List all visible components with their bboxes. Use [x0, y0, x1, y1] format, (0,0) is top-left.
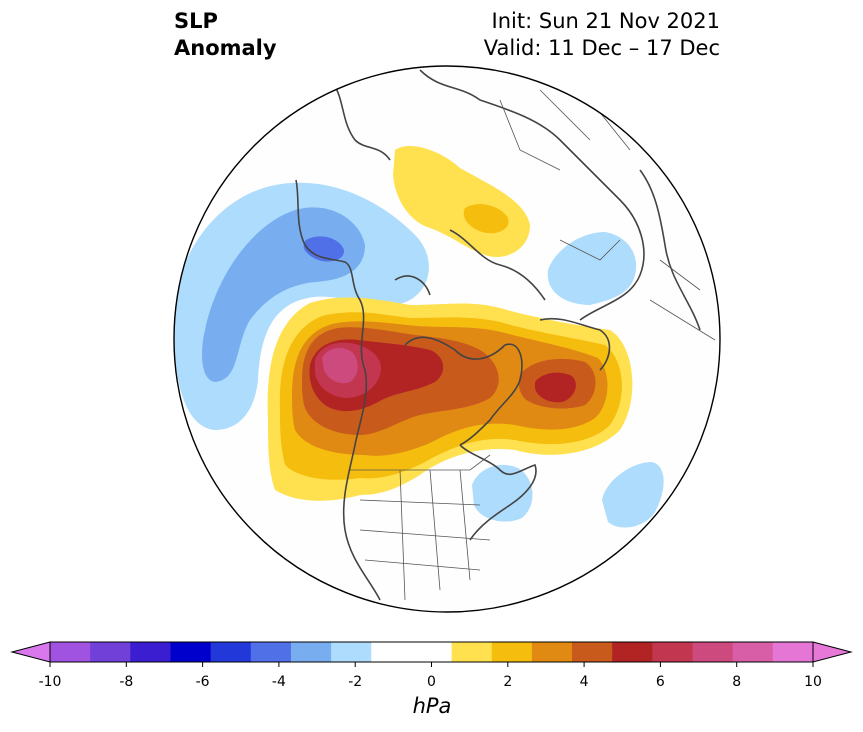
colorbar-cell [531, 642, 573, 662]
colorbar-cell [411, 642, 453, 662]
anomaly-contour-pos5-greenland [535, 372, 576, 403]
colorbar-cell [692, 642, 734, 662]
colorbar-over-arrow [812, 641, 853, 663]
colorbar-cell [210, 642, 252, 662]
title-line-1: SLP [174, 9, 218, 33]
colorbar-cell [130, 642, 171, 662]
colorbar-tick-label: -10 [38, 674, 62, 690]
colorbar-tick-label: 8 [732, 674, 742, 690]
colorbar-tick-label: -8 [119, 674, 134, 690]
colorbar-cell [491, 642, 533, 662]
colorbar-cell [50, 642, 91, 662]
colorbar-cell [170, 642, 212, 662]
colorbar-tick-label: 4 [579, 674, 589, 690]
colorbar-cell [612, 642, 653, 662]
anomaly-contour-neg1-europe [547, 232, 637, 305]
anomaly-contour-neg1-pacific [174, 182, 429, 430]
title-line-2: Anomaly [174, 36, 277, 60]
anomaly-contour-pos2-siberia [463, 204, 509, 234]
valid-range: Valid: 11 Dec – 17 Dec [483, 36, 720, 60]
anomaly-contour-neg1-us-east [472, 464, 533, 522]
map-title: SLP Anomaly [174, 8, 277, 62]
colorbar-cell [331, 642, 372, 662]
polar-map [173, 65, 721, 613]
init-date: Init: Sun 21 Nov 2021 [491, 9, 720, 33]
colorbar-unit-label: hPa [412, 694, 452, 718]
anomaly-contour-neg3-alaska [303, 236, 345, 262]
colorbar-tick-label: -4 [271, 674, 286, 690]
colorbar-cell [90, 642, 131, 662]
colorbar-cell [290, 642, 332, 662]
colorbar-tick-label: -6 [195, 674, 210, 690]
colorbar-cell [772, 642, 814, 662]
globe-outline [173, 65, 721, 613]
coastlines [295, 69, 701, 601]
anomaly-contour-pos7-canada [322, 347, 358, 384]
colorbar-tick-label: 6 [655, 674, 665, 690]
colorbar-tick-label: 2 [503, 674, 513, 690]
colorbar-cell [451, 642, 493, 662]
colorbar-cell [652, 642, 694, 662]
anomaly-contour-neg1-atlantic [602, 462, 664, 528]
colorbar-tick-label: 10 [804, 674, 822, 690]
forecast-info: Init: Sun 21 Nov 2021 Valid: 11 Dec – 17… [484, 8, 720, 62]
political-borders [350, 89, 716, 601]
colorbar-tick-label: -2 [348, 674, 363, 690]
colorbar-cell [572, 642, 613, 662]
colorbar-cell [732, 642, 774, 662]
colorbar-under-arrow [10, 641, 51, 663]
colorbar-cell [250, 642, 292, 662]
colorbar-tick-label: 0 [427, 674, 436, 690]
colorbar-cell [371, 642, 412, 662]
